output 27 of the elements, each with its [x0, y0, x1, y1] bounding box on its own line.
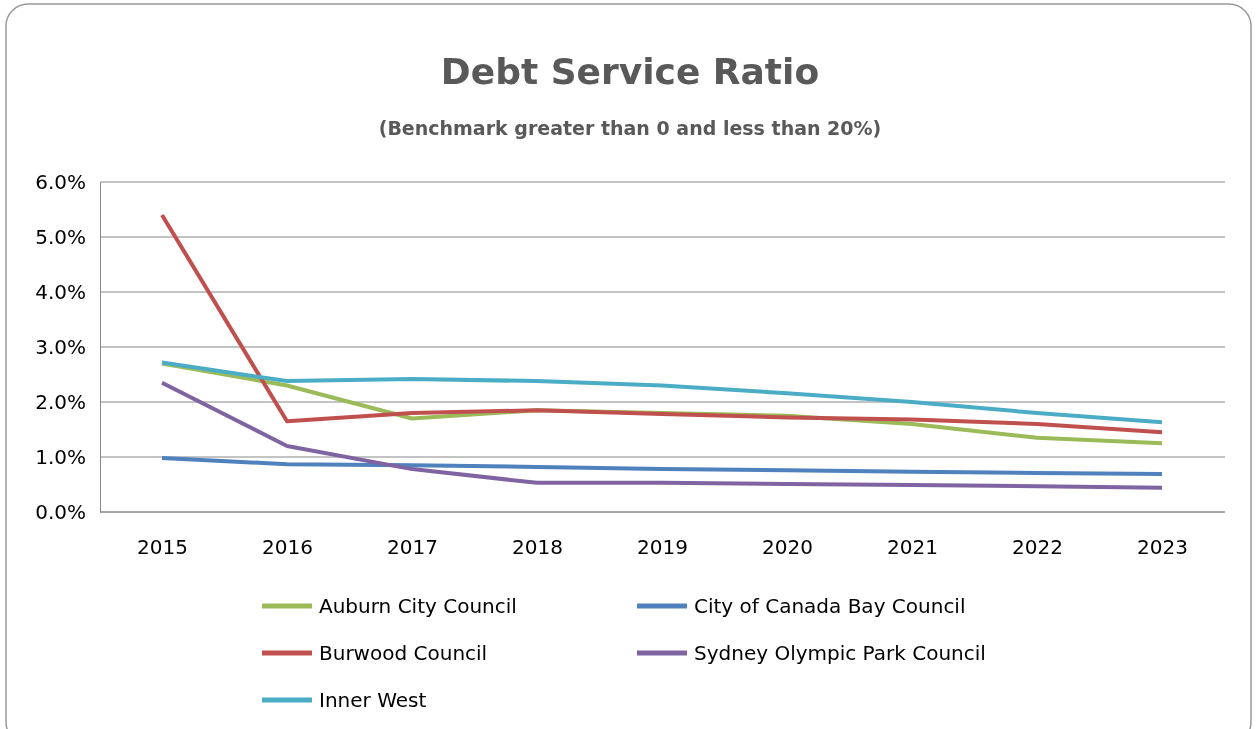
- legend-label: Inner West: [319, 688, 427, 712]
- x-tick-label: 2022: [1012, 535, 1063, 560]
- line-series: [160, 213, 1164, 435]
- y-tick-label: 3.0%: [35, 334, 86, 359]
- y-tick-label: 0.0%: [35, 499, 86, 524]
- y-tick-label: 1.0%: [35, 444, 86, 469]
- x-tick-label: 2021: [887, 535, 938, 560]
- line-series: [160, 456, 1164, 477]
- chart-title: Debt Service Ratio: [440, 51, 820, 92]
- y-tick-label: 5.0%: [35, 224, 86, 249]
- x-tick-label: 2015: [137, 535, 188, 560]
- y-tick-label: 4.0%: [35, 279, 86, 304]
- line-series: [160, 380, 1164, 490]
- legend-label: Burwood Council: [319, 641, 488, 665]
- chart-subtitle: (Benchmark greater than 0 and less than 20%): [378, 117, 882, 139]
- y-tick-label: 2.0%: [35, 389, 86, 414]
- x-tick-label: 2023: [1137, 535, 1188, 560]
- x-tick-label: 2016: [262, 535, 313, 560]
- legend-label: City of Canada Bay Council: [694, 594, 966, 618]
- x-tick-label: 2019: [637, 535, 688, 560]
- x-tick-label: 2020: [762, 535, 813, 560]
- legend-label: Auburn City Council: [319, 594, 517, 618]
- x-tick-label: 2017: [387, 535, 438, 560]
- legend-label: Sydney Olympic Park Council: [694, 641, 986, 665]
- line-series: [160, 360, 1164, 425]
- x-tick-label: 2018: [512, 535, 563, 560]
- y-tick-label: 6.0%: [35, 169, 86, 194]
